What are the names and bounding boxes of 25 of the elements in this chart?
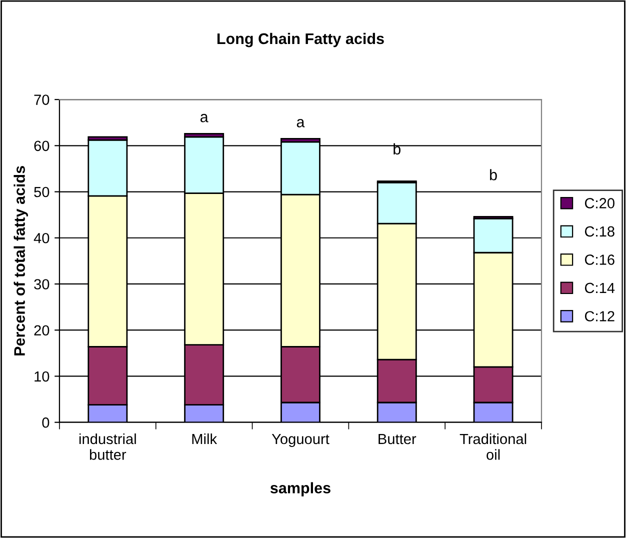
y-tick-label: 10	[34, 371, 50, 382]
y-axis-title: Percent of total fatty acids	[14, 166, 28, 356]
legend-label: C:18	[584, 226, 614, 237]
y-tick-label: 50	[34, 186, 50, 198]
chart-title: Long Chain Fatty acids	[217, 32, 384, 48]
x-tick-label: Traditional oil	[460, 433, 526, 460]
y-tick-label: 20	[34, 325, 50, 336]
y-tick-label: 0	[42, 417, 50, 428]
legend-label: C:14	[584, 282, 615, 294]
x-axis-title: samples	[270, 482, 330, 496]
x-tick-label: Milk	[192, 433, 218, 444]
legend-label: C:16	[584, 254, 614, 265]
annotation: a	[296, 119, 305, 128]
y-tick-label: 30	[34, 279, 50, 290]
annotation: b	[490, 169, 497, 180]
annotation: b	[394, 143, 400, 155]
legend-label: C:20	[584, 198, 614, 208]
y-tick-label: 60	[34, 140, 50, 152]
legend-label: C:12	[584, 311, 614, 322]
annotation: a	[200, 114, 208, 122]
x-tick-label: Yoguourt	[272, 434, 330, 448]
y-tick-label: 40	[34, 232, 50, 244]
x-tick-label: industrial butter	[79, 433, 136, 460]
x-tick-label: Butter	[378, 434, 416, 444]
y-tick-label: 70	[34, 94, 50, 105]
